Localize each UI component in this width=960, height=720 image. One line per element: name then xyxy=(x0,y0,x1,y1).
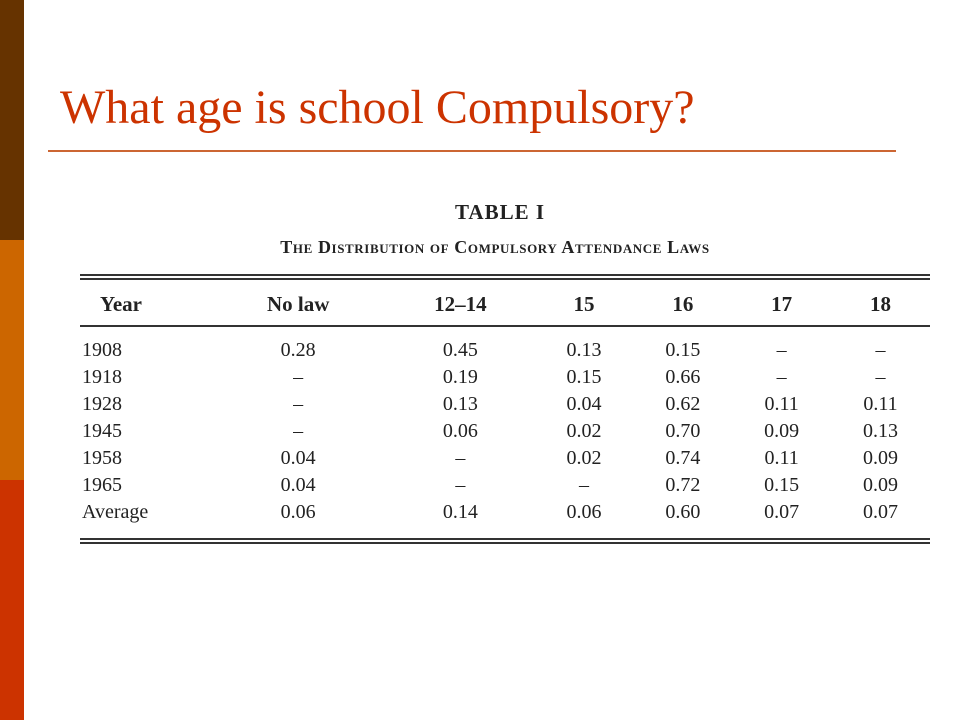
table-cell: 0.28 xyxy=(280,339,316,361)
table-cell: – xyxy=(578,474,589,496)
row-label: 1908 xyxy=(82,339,122,361)
table-cell: 0.02 xyxy=(566,447,602,469)
table-row: 1945 – 0.06 0.02 0.70 0.09 0.13 xyxy=(80,418,930,445)
table-row: 1928 – 0.13 0.04 0.62 0.11 0.11 xyxy=(80,391,930,418)
table-cell: – xyxy=(455,474,466,496)
row-label: 1918 xyxy=(82,366,122,388)
table-cell: 0.11 xyxy=(863,393,898,415)
table-cell: 0.60 xyxy=(665,501,701,523)
table-cell: 0.04 xyxy=(566,393,602,415)
table-cell: 0.70 xyxy=(665,420,701,442)
accent-segment-orange xyxy=(0,240,24,480)
table-cell: 0.13 xyxy=(863,420,899,442)
table-cell: – xyxy=(875,339,886,361)
table-caption: The Distribution of Compulsory Attendanc… xyxy=(280,237,710,257)
table-row: Average 0.06 0.14 0.06 0.60 0.07 0.07 xyxy=(80,499,930,526)
table-cell: – xyxy=(293,393,304,415)
row-label: 1965 xyxy=(82,474,122,496)
table-cell: 0.07 xyxy=(764,501,800,523)
column-header: 16 xyxy=(672,292,694,316)
slide-title: What age is school Compulsory? xyxy=(60,81,695,134)
accent-segment-red xyxy=(0,480,24,720)
table-cell: – xyxy=(293,420,304,442)
table-cell: 0.09 xyxy=(863,474,899,496)
table-cell: 0.66 xyxy=(665,366,701,388)
table-cell: 0.04 xyxy=(280,447,316,469)
table-bottom-rule xyxy=(80,538,930,544)
table-cell: 0.13 xyxy=(442,393,478,415)
table-cell: – xyxy=(455,447,466,469)
row-label: 1928 xyxy=(82,393,122,415)
attendance-laws-table: Year No law 12–14 15 16 17 18 1908 0.28 0.… xyxy=(80,280,930,526)
header-rule xyxy=(80,325,930,327)
table-row: 1908 0.28 0.45 0.13 0.15 – – xyxy=(80,327,930,364)
table-cell: – xyxy=(776,339,787,361)
column-header: 17 xyxy=(771,292,793,316)
table-cell: 0.11 xyxy=(764,447,799,469)
table-cell: 0.15 xyxy=(764,474,800,496)
table-row: 1918 – 0.19 0.15 0.66 – – xyxy=(80,364,930,391)
table-cell: 0.72 xyxy=(665,474,701,496)
table-cell: 0.06 xyxy=(442,420,478,442)
row-label: Average xyxy=(82,501,149,523)
row-label: 1945 xyxy=(82,420,122,442)
table-cell: 0.13 xyxy=(566,339,602,361)
table-cell: 0.14 xyxy=(442,501,478,523)
column-header: 18 xyxy=(870,292,892,316)
column-header: 12–14 xyxy=(434,292,487,316)
column-header: Year xyxy=(100,292,142,316)
table-top-rule xyxy=(80,274,930,280)
table-cell: – xyxy=(875,366,886,388)
table-row: 1965 0.04 – – 0.72 0.15 0.09 xyxy=(80,472,930,499)
accent-segment-dark-brown xyxy=(0,0,24,240)
table-heading: TABLE I xyxy=(454,200,546,224)
table-row: 1958 0.04 – 0.02 0.74 0.11 0.09 xyxy=(80,445,930,472)
table-cell: 0.11 xyxy=(764,393,799,415)
table-cell: 0.06 xyxy=(566,501,602,523)
table-cell: 0.06 xyxy=(280,501,316,523)
side-accent-bar xyxy=(0,0,24,720)
table-cell: 0.19 xyxy=(442,366,478,388)
table-cell: 0.45 xyxy=(442,339,478,361)
table-cell: 0.02 xyxy=(566,420,602,442)
column-header: No law xyxy=(266,292,330,316)
table-header-row: Year No law 12–14 15 16 17 18 xyxy=(80,280,930,325)
table-cell: 0.15 xyxy=(665,339,701,361)
column-header: 15 xyxy=(573,292,595,316)
table-cell: 0.09 xyxy=(863,447,899,469)
table-cell: 0.09 xyxy=(764,420,800,442)
table-cell: – xyxy=(293,366,304,388)
table-cell: 0.07 xyxy=(863,501,899,523)
table-figure: TABLE I The Distribution of Compulsory A… xyxy=(80,200,930,544)
table-cell: – xyxy=(776,366,787,388)
table-cell: 0.15 xyxy=(566,366,602,388)
title-underline xyxy=(48,150,896,152)
table-cell: 0.74 xyxy=(665,447,701,469)
header-separator-row xyxy=(80,325,930,327)
row-label: 1958 xyxy=(82,447,122,469)
table-cell: 0.62 xyxy=(665,393,701,415)
table-cell: 0.04 xyxy=(280,474,316,496)
